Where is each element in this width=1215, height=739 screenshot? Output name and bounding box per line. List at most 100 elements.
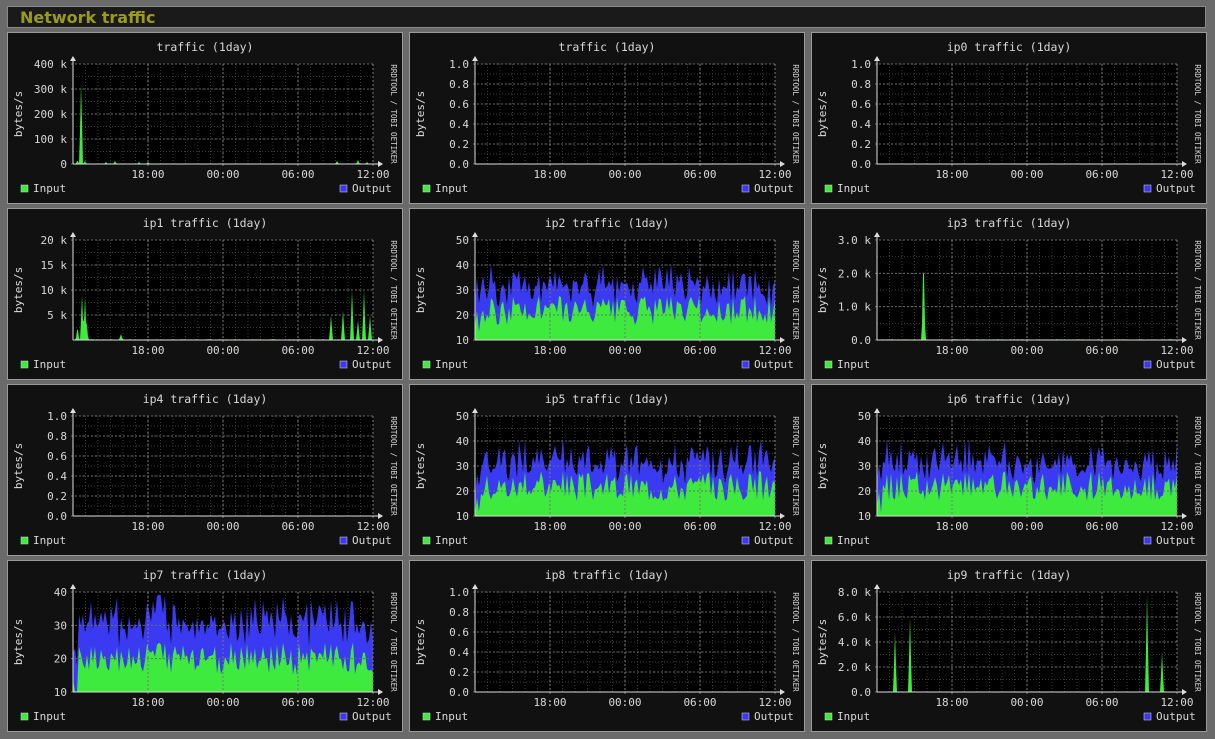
legend-output-swatch [339,184,348,193]
y-tick-label: 0.6 [47,450,67,463]
y-axis-arrow [874,408,880,413]
legend-output-label: Output [1156,710,1196,723]
legend-output-label: Output [754,710,794,723]
x-axis-arrow [1182,513,1187,519]
watermark: RRDTOOL / TOBI OETIKER [1193,592,1202,692]
y-tick-label: 10 [456,334,469,347]
y-tick-label: 40 [54,586,67,599]
legend-output-swatch [741,712,750,721]
legend-input-label: Input [837,710,870,723]
legend-output-swatch [339,712,348,721]
y-tick-label: 0.0 [449,158,469,171]
x-axis-arrow [1182,337,1187,343]
legend-input-label: Input [837,182,870,195]
y-tick-label: 0.0 [851,686,871,699]
x-tick-label: 00:00 [1010,696,1043,709]
legend-input-swatch [422,536,431,545]
legend-output-swatch [1143,712,1152,721]
x-tick-label: 00:00 [206,696,239,709]
y-tick-label: 1.0 [47,410,67,423]
y-tick-label: 20 [858,485,871,498]
x-tick-label: 18:00 [131,696,164,709]
chart-panel-6: 0.0 0.2 0.4 0.6 0.8 1.0 18:00 00:00 06:00 12:00 ip… [7,384,403,556]
x-tick-label: 18:00 [533,168,566,181]
y-tick-label: 30 [858,460,871,473]
y-tick-label: 30 [456,460,469,473]
y-tick-label: 50 [456,410,469,423]
x-tick-label: 12:00 [356,696,389,709]
x-tick-label: 12:00 [356,344,389,357]
legend-output-label: Output [352,534,392,547]
legend-output-swatch [1143,536,1152,545]
y-axis-label: bytes/s [414,267,427,313]
x-axis-arrow [780,337,785,343]
x-tick-label: 18:00 [533,696,566,709]
x-tick-label: 00:00 [1010,168,1043,181]
chart-title: ip4 traffic (1day) [143,392,268,406]
y-tick-label: 4.0 k [838,636,871,649]
x-tick-label: 18:00 [935,520,968,533]
y-tick-label: 300 k [34,83,67,96]
legend-input-label: Input [33,710,66,723]
y-tick-label: 2.0 k [838,661,871,674]
x-tick-label: 00:00 [608,344,641,357]
y-tick-label: 20 [456,485,469,498]
chart-title: traffic (1day) [157,40,254,54]
x-axis-arrow [378,337,383,343]
y-tick-label: 10 k [41,284,68,297]
y-tick-label: 0.4 [47,470,67,483]
x-axis-arrow [1182,689,1187,695]
x-tick-label: 06:00 [281,168,314,181]
x-axis-arrow [378,513,383,519]
y-axis-label: bytes/s [12,91,25,137]
y-tick-label: 10 [54,686,67,699]
y-tick-label: 10 [858,510,871,523]
x-tick-label: 12:00 [1160,344,1193,357]
watermark: RRDTOOL / TOBI OETIKER [389,64,398,164]
series-input-area [73,642,373,692]
chart-title: ip0 traffic (1day) [947,40,1072,54]
watermark: RRDTOOL / TOBI OETIKER [1193,416,1202,516]
x-tick-label: 12:00 [758,344,791,357]
x-axis-arrow [378,689,383,695]
series-input-area [73,290,373,340]
legend-input-swatch [20,184,29,193]
legend-input-swatch [824,536,833,545]
y-tick-label: 20 [54,653,67,666]
legend-output-label: Output [352,358,392,371]
x-tick-label: 18:00 [935,168,968,181]
y-tick-label: 400 k [34,58,67,71]
page-title: Network traffic [20,8,156,27]
chart-title: ip8 traffic (1day) [545,568,670,582]
x-tick-label: 00:00 [608,696,641,709]
x-tick-label: 12:00 [758,520,791,533]
legend-input-label: Input [435,710,468,723]
x-axis-arrow [780,689,785,695]
x-tick-label: 00:00 [1010,520,1043,533]
x-axis-arrow [780,513,785,519]
legend-output-swatch [339,536,348,545]
y-tick-label: 0.2 [449,138,469,151]
x-tick-label: 12:00 [1160,168,1193,181]
y-axis-arrow [472,232,478,237]
y-tick-label: 1.0 k [838,301,871,314]
chart-panel-2: 0.0 0.2 0.4 0.6 0.8 1.0 18:00 00:00 06:00 12:00 ip… [811,32,1207,204]
watermark: RRDTOOL / TOBI OETIKER [791,64,800,164]
x-tick-label: 18:00 [935,696,968,709]
y-tick-label: 0.2 [449,666,469,679]
y-tick-label: 5 k [47,309,67,322]
legend-output-label: Output [1156,358,1196,371]
y-tick-label: 20 k [41,234,68,247]
y-axis-arrow [874,232,880,237]
legend-output-label: Output [754,358,794,371]
watermark: RRDTOOL / TOBI OETIKER [791,592,800,692]
legend-input-label: Input [33,182,66,195]
x-tick-label: 06:00 [281,344,314,357]
y-axis-arrow [472,56,478,61]
y-tick-label: 6.0 k [838,611,871,624]
y-axis-label: bytes/s [12,267,25,313]
y-tick-label: 0.4 [851,118,871,131]
y-axis-arrow [874,56,880,61]
y-tick-label: 40 [858,435,871,448]
legend-output-label: Output [352,182,392,195]
